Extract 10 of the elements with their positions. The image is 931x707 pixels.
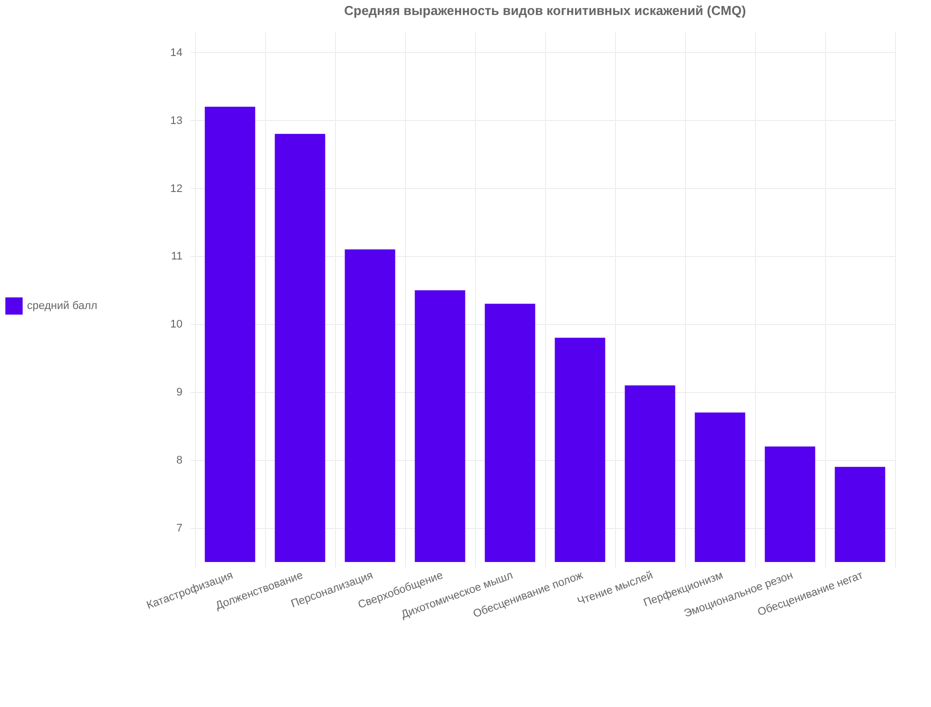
y-tick-label: 9 xyxy=(176,386,182,399)
y-tick-label: 7 xyxy=(176,522,182,535)
y-tick-label: 10 xyxy=(170,318,182,331)
y-tick-label: 13 xyxy=(170,114,182,127)
chart-title: Средняя выраженность видов когнитивных искажений (CMQ) xyxy=(344,3,746,18)
y-tick-label: 14 xyxy=(170,46,182,59)
y-tick-label: 8 xyxy=(176,454,182,467)
y-tick-label: 11 xyxy=(171,250,182,263)
legend-label: средний балл xyxy=(27,300,98,312)
y-tick-label: 12 xyxy=(170,182,182,195)
